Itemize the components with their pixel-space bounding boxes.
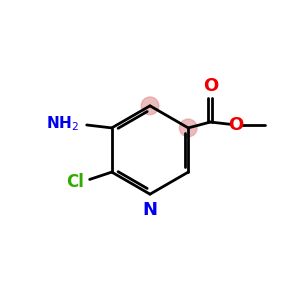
Circle shape bbox=[141, 97, 159, 115]
Text: N: N bbox=[142, 201, 158, 219]
Text: NH$_2$: NH$_2$ bbox=[46, 114, 80, 133]
Text: O: O bbox=[203, 77, 218, 95]
Text: Cl: Cl bbox=[66, 173, 84, 191]
Text: O: O bbox=[228, 116, 243, 134]
Circle shape bbox=[179, 119, 197, 137]
